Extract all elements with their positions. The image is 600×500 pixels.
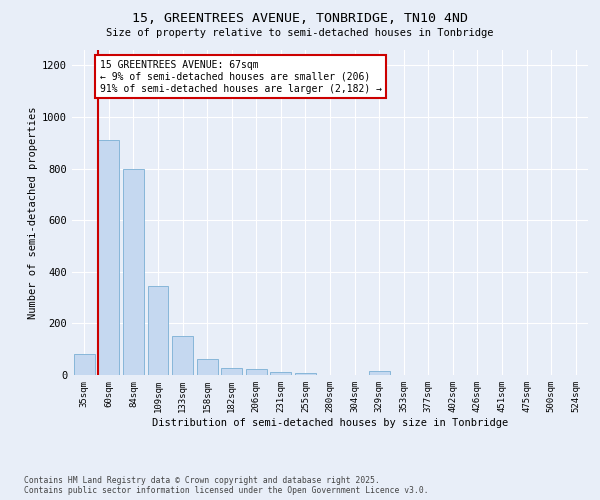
Bar: [295, 373, 316, 375]
Bar: [368, 372, 389, 375]
Bar: [271, 372, 292, 375]
Bar: [246, 368, 267, 375]
Text: Contains HM Land Registry data © Crown copyright and database right 2025.
Contai: Contains HM Land Registry data © Crown c…: [24, 476, 428, 495]
Bar: [172, 336, 193, 375]
Bar: [123, 168, 144, 375]
Bar: [98, 140, 119, 375]
X-axis label: Distribution of semi-detached houses by size in Tonbridge: Distribution of semi-detached houses by …: [152, 418, 508, 428]
Bar: [221, 368, 242, 375]
Y-axis label: Number of semi-detached properties: Number of semi-detached properties: [28, 106, 38, 319]
Text: 15 GREENTREES AVENUE: 67sqm
← 9% of semi-detached houses are smaller (206)
91% o: 15 GREENTREES AVENUE: 67sqm ← 9% of semi…: [100, 60, 382, 94]
Bar: [74, 354, 95, 375]
Text: Size of property relative to semi-detached houses in Tonbridge: Size of property relative to semi-detach…: [106, 28, 494, 38]
Bar: [197, 359, 218, 375]
Bar: [148, 286, 169, 375]
Text: 15, GREENTREES AVENUE, TONBRIDGE, TN10 4ND: 15, GREENTREES AVENUE, TONBRIDGE, TN10 4…: [132, 12, 468, 26]
